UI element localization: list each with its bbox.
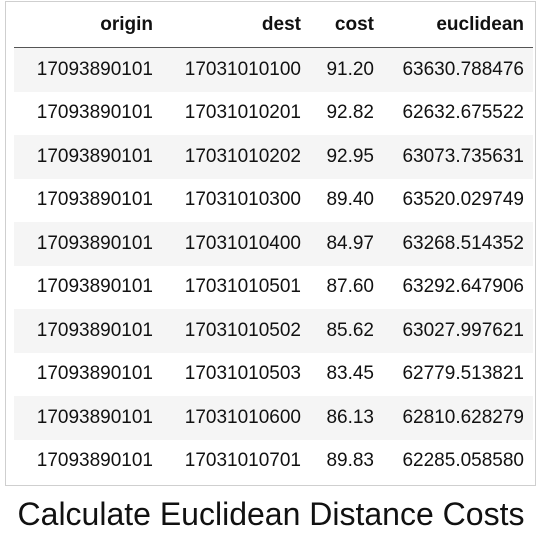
cell-dest: 17031010503	[162, 352, 310, 396]
cell-dest: 17031010701	[162, 439, 310, 483]
table-header: origin dest cost euclidean	[14, 2, 533, 48]
table-row: 17093890101 17031010701 89.83 62285.0585…	[14, 439, 533, 483]
cell-dest: 17031010202	[162, 135, 310, 179]
cell-origin: 17093890101	[14, 439, 162, 483]
cell-euclidean: 62779.513821	[383, 352, 533, 396]
cell-origin: 17093890101	[14, 47, 162, 92]
cell-dest: 17031010600	[162, 396, 310, 440]
cell-origin: 17093890101	[14, 135, 162, 179]
column-header-cost: cost	[310, 2, 383, 48]
table-row: 17093890101 17031010501 87.60 63292.6479…	[14, 265, 533, 309]
cell-origin: 17093890101	[14, 352, 162, 396]
cell-dest: 17031010300	[162, 178, 310, 222]
cell-euclidean: 63073.735631	[383, 135, 533, 179]
table-row: 17093890101 17031010202 92.95 63073.7356…	[14, 135, 533, 179]
cell-euclidean: 63630.788476	[383, 47, 533, 92]
cell-dest: 17031010502	[162, 309, 310, 353]
cell-euclidean: 63027.997621	[383, 309, 533, 353]
cell-origin: 17093890101	[14, 265, 162, 309]
cell-cost: 85.62	[310, 309, 383, 353]
cell-dest: 17031010400	[162, 222, 310, 266]
cell-cost: 89.83	[310, 439, 383, 483]
cell-euclidean: 63292.647906	[383, 265, 533, 309]
table-row: 17093890101 17031010400 84.97 63268.5143…	[14, 222, 533, 266]
cell-euclidean: 63268.514352	[383, 222, 533, 266]
cell-dest: 17031010501	[162, 265, 310, 309]
dataframe-table: origin dest cost euclidean 17093890101 1…	[14, 2, 533, 483]
table-row: 17093890101 17031010201 92.82 62632.6755…	[14, 91, 533, 135]
column-header-euclidean: euclidean	[383, 2, 533, 48]
column-header-origin: origin	[14, 2, 162, 48]
cell-euclidean: 63520.029749	[383, 178, 533, 222]
column-header-dest: dest	[162, 2, 310, 48]
cell-cost: 91.20	[310, 47, 383, 92]
cell-origin: 17093890101	[14, 222, 162, 266]
table-row: 17093890101 17031010600 86.13 62810.6282…	[14, 396, 533, 440]
cell-cost: 89.40	[310, 178, 383, 222]
table-row: 17093890101 17031010502 85.62 63027.9976…	[14, 309, 533, 353]
cell-dest: 17031010100	[162, 47, 310, 92]
cell-origin: 17093890101	[14, 309, 162, 353]
header-row: origin dest cost euclidean	[14, 2, 533, 48]
dataframe-output: origin dest cost euclidean 17093890101 1…	[5, 1, 536, 486]
cell-euclidean: 62632.675522	[383, 91, 533, 135]
cell-origin: 17093890101	[14, 396, 162, 440]
cell-cost: 83.45	[310, 352, 383, 396]
figure-caption: Calculate Euclidean Distance Costs	[17, 496, 525, 532]
cell-dest: 17031010201	[162, 91, 310, 135]
cell-origin: 17093890101	[14, 178, 162, 222]
cell-cost: 92.95	[310, 135, 383, 179]
cell-cost: 87.60	[310, 265, 383, 309]
table-row: 17093890101 17031010300 89.40 63520.0297…	[14, 178, 533, 222]
cell-euclidean: 62285.058580	[383, 439, 533, 483]
table-row: 17093890101 17031010503 83.45 62779.5138…	[14, 352, 533, 396]
table-body: 17093890101 17031010100 91.20 63630.7884…	[14, 47, 533, 483]
cell-origin: 17093890101	[14, 91, 162, 135]
cell-cost: 86.13	[310, 396, 383, 440]
cell-euclidean: 62810.628279	[383, 396, 533, 440]
table-row: 17093890101 17031010100 91.20 63630.7884…	[14, 47, 533, 92]
cell-cost: 84.97	[310, 222, 383, 266]
cell-cost: 92.82	[310, 91, 383, 135]
